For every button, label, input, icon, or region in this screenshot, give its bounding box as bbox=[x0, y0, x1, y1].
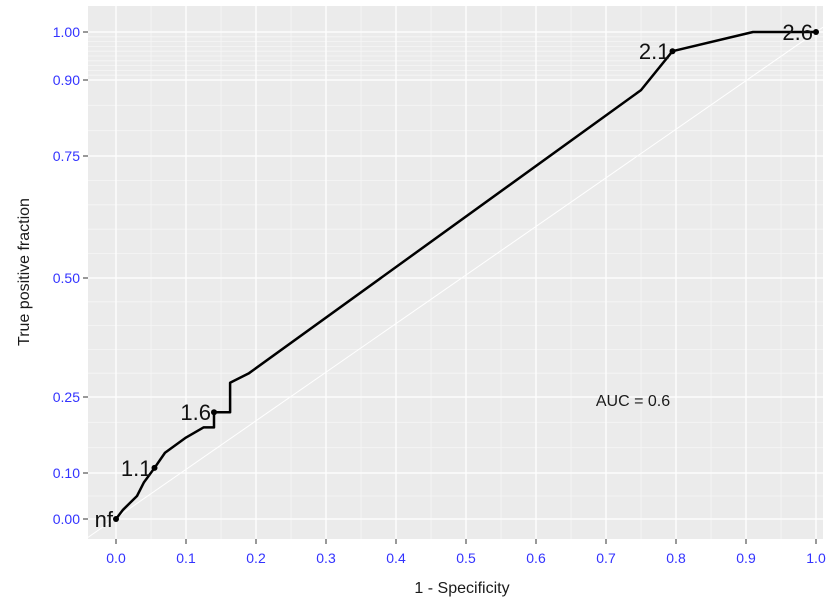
x-tick-label: 0.3 bbox=[316, 550, 336, 566]
y-tick-label: 0.25 bbox=[53, 389, 80, 405]
x-axis-ticks: 0.0 0.1 0.2 0.3 0.4 0.5 0.6 0.7 0.8 0.9 1.0 bbox=[106, 539, 826, 566]
cutoff-point bbox=[113, 516, 119, 522]
cutoff-point bbox=[152, 465, 158, 471]
cutoff-label: 2.1 bbox=[639, 39, 670, 64]
cutoff-label: 2.6 bbox=[782, 20, 813, 45]
x-tick-label: 0.4 bbox=[386, 550, 406, 566]
y-tick-label: 0.90 bbox=[53, 72, 80, 88]
x-tick-label: 0.8 bbox=[666, 550, 686, 566]
x-axis-title: 1 - Specificity bbox=[414, 580, 509, 597]
y-axis-ticks: 0.00 0.10 0.25 0.50 0.75 0.90 1.00 bbox=[53, 24, 88, 527]
y-tick-label: 1.00 bbox=[53, 24, 80, 40]
auc-annotation: AUC = 0.6 bbox=[596, 393, 670, 410]
cutoff-point bbox=[211, 409, 217, 415]
x-tick-label: 0.9 bbox=[736, 550, 756, 566]
x-tick-label: 0.5 bbox=[456, 550, 476, 566]
cutoff-point bbox=[670, 48, 676, 54]
panel-background bbox=[88, 6, 823, 539]
cutoff-label: 1.1 bbox=[121, 456, 152, 481]
cutoff-label: nf bbox=[95, 507, 114, 532]
cutoff-label: 1.6 bbox=[180, 400, 211, 425]
x-tick-label: 0.0 bbox=[106, 550, 126, 566]
y-axis-title: True positive fraction bbox=[16, 198, 33, 346]
x-tick-label: 1.0 bbox=[806, 550, 826, 566]
y-tick-label: 0.10 bbox=[53, 465, 80, 481]
x-tick-label: 0.1 bbox=[176, 550, 196, 566]
x-tick-label: 0.7 bbox=[596, 550, 616, 566]
x-tick-label: 0.2 bbox=[246, 550, 266, 566]
y-tick-label: 0.75 bbox=[53, 148, 80, 164]
cutoff-point bbox=[813, 29, 819, 35]
y-tick-label: 0.00 bbox=[53, 511, 80, 527]
y-tick-label: 0.50 bbox=[53, 270, 80, 286]
x-tick-label: 0.6 bbox=[526, 550, 546, 566]
